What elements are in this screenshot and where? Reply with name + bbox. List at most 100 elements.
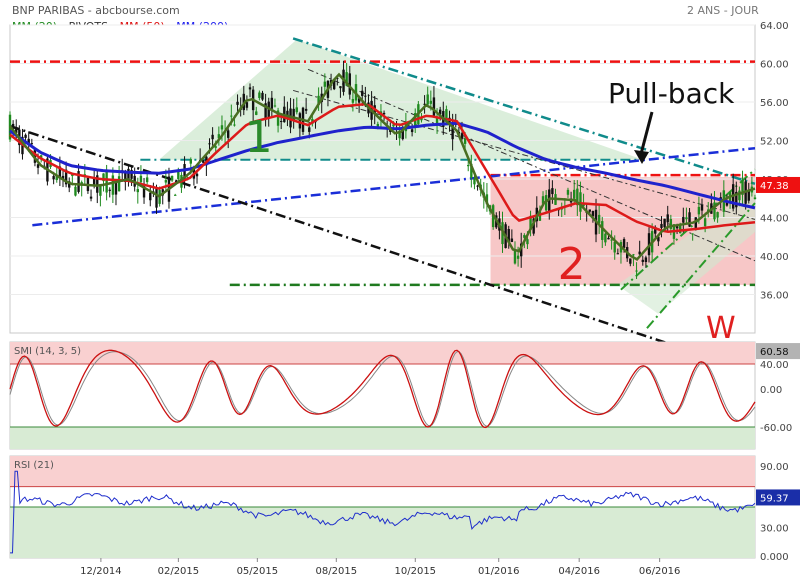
rsi-tick-label: 30.00 xyxy=(760,523,789,534)
price-candle xyxy=(317,95,320,105)
price-candle xyxy=(401,128,404,140)
price-candle xyxy=(220,125,224,130)
price-candle xyxy=(139,175,143,183)
price-candle xyxy=(666,214,669,223)
price-candle xyxy=(607,237,610,240)
price-candle xyxy=(195,173,199,177)
price-candle xyxy=(426,94,429,105)
price-candle xyxy=(298,113,302,129)
price-candle xyxy=(520,243,523,257)
price-candle xyxy=(470,163,473,178)
price-candle xyxy=(675,225,679,229)
price-candle xyxy=(576,188,579,206)
pullback-arrowhead xyxy=(634,150,649,164)
rsi-line xyxy=(10,470,756,554)
price-candle xyxy=(610,239,613,241)
price-candle xyxy=(308,127,311,132)
price-candle xyxy=(332,79,336,90)
channel-top-line xyxy=(292,37,756,186)
price-candle xyxy=(68,181,71,188)
y-tick-label: 56.00 xyxy=(760,98,789,109)
price-candle xyxy=(685,217,688,220)
price-candle xyxy=(111,175,115,195)
x-tick-label: 05/2015 xyxy=(237,566,279,577)
x-tick-label: 08/2015 xyxy=(316,566,358,577)
pivot-line xyxy=(292,89,756,220)
price-candle xyxy=(694,217,697,231)
price-candle xyxy=(127,168,130,182)
price-candle xyxy=(753,197,757,200)
price-candle xyxy=(336,77,339,79)
price-candle xyxy=(227,130,230,138)
price-candle xyxy=(601,221,604,240)
price-candle xyxy=(33,149,37,163)
price-candle xyxy=(526,239,529,245)
chart-title: BNP PARIBAS - abcbourse.com xyxy=(12,4,180,17)
price-candle xyxy=(83,174,87,176)
price-candle xyxy=(264,103,267,120)
price-candle xyxy=(579,192,582,212)
price-candle xyxy=(124,172,127,183)
price-candle xyxy=(164,180,168,183)
zone-w xyxy=(617,188,755,314)
price-candle xyxy=(27,138,30,146)
smi-title: SMI (14, 3, 5) xyxy=(14,346,81,357)
price-candle xyxy=(420,118,423,121)
price-candle xyxy=(573,189,576,199)
price-candle xyxy=(89,196,93,199)
price-candle xyxy=(136,189,140,193)
price-candle xyxy=(117,176,121,192)
price-candle xyxy=(682,216,685,223)
price-candle xyxy=(64,169,68,185)
price-candle xyxy=(473,178,476,185)
price-candle xyxy=(345,72,348,86)
y-tick-label: 52.00 xyxy=(760,137,789,148)
price-candle xyxy=(214,146,217,148)
y-tick-label: 44.00 xyxy=(760,214,789,225)
x-tick-label: 01/2016 xyxy=(478,566,520,577)
y-tick-label: 40.00 xyxy=(760,252,789,263)
smi-tick-label: 40.00 xyxy=(760,360,789,371)
price-candle xyxy=(423,103,426,105)
rsi-last-label: 59.37 xyxy=(760,493,789,504)
y-tick-label: 60.00 xyxy=(760,60,789,71)
price-candle xyxy=(678,223,682,234)
price-candle xyxy=(429,100,433,104)
price-candle xyxy=(392,124,395,127)
price-candle xyxy=(616,253,620,255)
price-candle xyxy=(364,95,367,97)
price-candle xyxy=(361,90,364,96)
x-tick-label: 06/2016 xyxy=(639,566,681,577)
w-channel-lower xyxy=(646,202,756,329)
price-candle xyxy=(541,196,545,204)
price-candle xyxy=(629,258,632,264)
price-candle xyxy=(582,204,585,207)
price-candle xyxy=(538,211,542,221)
rsi-tick-label: 90.00 xyxy=(760,462,789,473)
price-candle xyxy=(261,92,264,100)
smi-oversold-zone xyxy=(10,426,755,449)
price-candle xyxy=(61,175,65,180)
price-candle xyxy=(273,105,277,107)
price-candle xyxy=(566,189,570,195)
price-candle xyxy=(96,175,99,193)
price-candle xyxy=(105,171,108,193)
price-candle xyxy=(485,194,489,205)
price-candle xyxy=(270,97,274,109)
price-candle xyxy=(451,122,454,140)
price-candle xyxy=(217,134,221,139)
price-candle xyxy=(460,133,464,139)
price-candle xyxy=(445,109,448,120)
price-candle xyxy=(588,209,591,212)
price-candle xyxy=(523,235,526,238)
price-candle xyxy=(258,92,261,99)
annotation-w: W xyxy=(706,311,736,346)
price-candle xyxy=(77,171,80,192)
price-candle xyxy=(591,210,595,217)
price-candle xyxy=(688,212,691,227)
price-candle xyxy=(398,130,401,139)
rsi-lower-zone xyxy=(10,507,755,558)
price-candle xyxy=(597,214,601,224)
smi-last-box xyxy=(756,343,800,360)
